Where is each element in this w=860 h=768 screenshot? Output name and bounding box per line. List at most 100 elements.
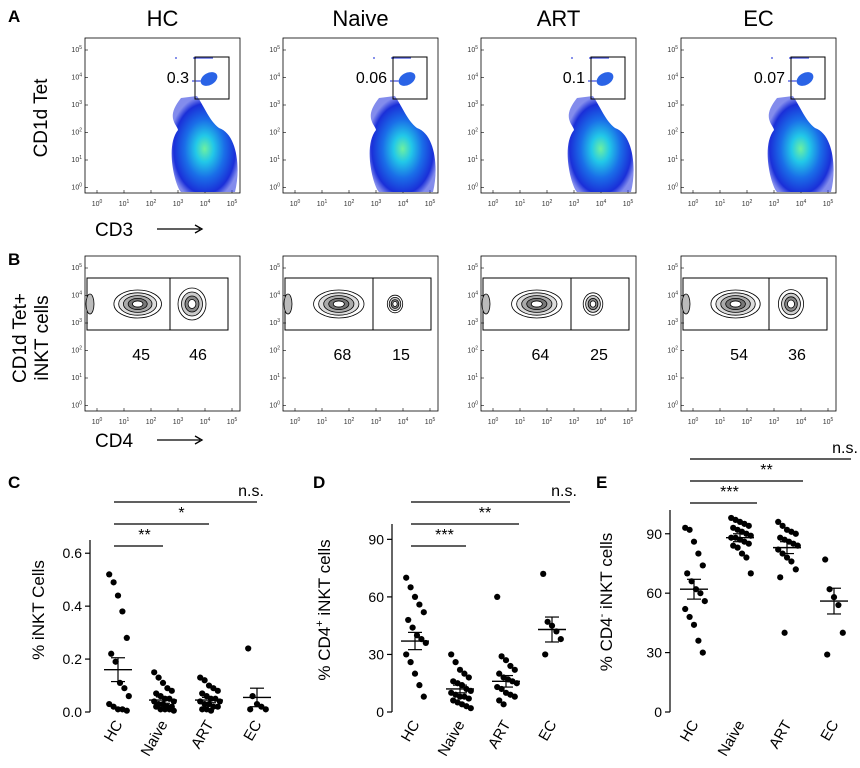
event-dot — [198, 80, 200, 82]
event-dot — [397, 57, 399, 59]
flow-plot-b-ec: 105 104 103 102 101 100 100 101 102 103 104 105 54 36 — [667, 255, 837, 426]
data-point — [157, 706, 164, 713]
cd4-positive-gate — [169, 277, 229, 331]
x-tick-label: 102 — [542, 417, 553, 426]
y-tick-label: 100 — [269, 401, 280, 410]
x-category-label: EC — [535, 717, 560, 744]
a-gate-percentage: 0.07 — [754, 70, 785, 87]
data-point — [123, 634, 130, 642]
y-axis-tick-label: 90 — [368, 531, 384, 547]
event-dot — [394, 80, 396, 82]
a-column-title: Naive — [332, 6, 388, 31]
data-point — [540, 570, 547, 577]
y-axis-tick-label: 30 — [368, 646, 384, 662]
data-point — [682, 605, 689, 613]
y-axis-tick-label: 0.2 — [63, 651, 83, 667]
event-dot — [399, 57, 401, 59]
flow-plot-a-hc: HC 105 104 103 102 101 100 100 101 102 103 104 105 0.… — [71, 6, 241, 208]
data-point — [826, 586, 833, 593]
b-right-gate-percentage: 25 — [590, 347, 608, 364]
event-dot — [789, 57, 791, 59]
x-tick-label: 101 — [317, 199, 328, 208]
event-dot — [199, 57, 201, 59]
x-tick-label: 105 — [227, 417, 238, 426]
cd4-negative-contour — [332, 300, 345, 308]
x-category-label: Naive — [715, 718, 749, 760]
data-point — [110, 579, 117, 586]
data-point — [201, 677, 208, 684]
event-dot — [601, 57, 603, 59]
a-gate-percentage: 0.3 — [167, 70, 189, 87]
x-tick-label: 104 — [398, 417, 409, 426]
data-point — [783, 554, 791, 561]
event-dot — [793, 57, 795, 59]
x-tick-label: 104 — [596, 417, 607, 426]
data-point — [262, 706, 269, 713]
data-point — [405, 616, 412, 624]
data-point — [502, 657, 510, 664]
x-tick-label: 103 — [173, 417, 184, 426]
event-dot — [396, 80, 398, 82]
b-y-axis-title-line1: CD1d Tet+ — [10, 293, 31, 383]
flow-plot-a-ec: EC 105 104 103 102 101 100 100 101 102 103 104 105 0.… — [667, 6, 837, 208]
data-point — [456, 666, 464, 673]
cell-population-cloud — [171, 96, 238, 192]
y-axis-tick-label: 60 — [646, 585, 662, 601]
b-x-axis-title: CD4 — [95, 431, 133, 452]
data-point — [494, 593, 501, 600]
event-dot — [803, 57, 805, 59]
data-point — [407, 659, 414, 666]
y-tick-label: 105 — [467, 45, 478, 54]
x-category-label: HC — [677, 717, 703, 744]
x-category-label: Naive — [435, 718, 469, 760]
x-tick-label: 101 — [515, 417, 526, 426]
data-point — [151, 669, 158, 676]
data-point — [686, 526, 693, 533]
data-point — [108, 650, 115, 657]
x-category-label: HC — [398, 717, 424, 744]
cd4-positive-gate — [372, 277, 432, 331]
x-tick-label: 100 — [688, 417, 699, 426]
x-tick-label: 100 — [290, 417, 301, 426]
data-point — [170, 707, 177, 714]
significance-label: n.s. — [238, 483, 264, 500]
data-point — [745, 522, 752, 529]
data-point — [199, 706, 206, 713]
y-tick-label: 100 — [467, 183, 478, 192]
y-tick-label: 100 — [71, 401, 82, 410]
flow-plot-frame — [480, 255, 637, 412]
b-y-axis-title-line2: iNKT cells — [32, 295, 53, 380]
data-point — [467, 705, 474, 712]
significance-label: n.s. — [551, 483, 577, 500]
y-tick-label: 100 — [667, 401, 678, 410]
inkt-gate — [194, 56, 230, 100]
significance-label: * — [178, 505, 184, 522]
inkt-cluster — [596, 72, 614, 86]
data-point — [411, 593, 419, 600]
data-point — [112, 658, 119, 665]
data-point — [792, 566, 799, 573]
event-dot — [390, 80, 392, 82]
flow-plot-frame — [282, 255, 439, 412]
x-tick-label: 100 — [92, 417, 103, 426]
event-dot — [193, 57, 195, 59]
event-dot — [801, 57, 803, 59]
event-dot — [791, 57, 793, 59]
data-point — [411, 670, 419, 677]
x-tick-label: 102 — [742, 417, 753, 426]
flow-plot-a-art: ART 105 104 103 102 101 100 100 101 102 103 104 105 0… — [467, 6, 637, 208]
x-category-label: ART — [485, 718, 515, 752]
x-tick-label: 104 — [200, 199, 211, 208]
data-point — [161, 706, 169, 713]
x-category-label: ART — [766, 718, 796, 752]
event-dot — [807, 57, 809, 59]
edge-contour — [481, 293, 491, 315]
x-tick-label: 103 — [769, 417, 780, 426]
y-tick-label: 102 — [71, 128, 82, 137]
data-point — [123, 707, 130, 714]
data-point — [114, 592, 122, 599]
cell-population-cloud — [369, 96, 436, 192]
x-tick-label: 100 — [92, 199, 103, 208]
a-gate-percentage: 0.06 — [356, 70, 387, 87]
